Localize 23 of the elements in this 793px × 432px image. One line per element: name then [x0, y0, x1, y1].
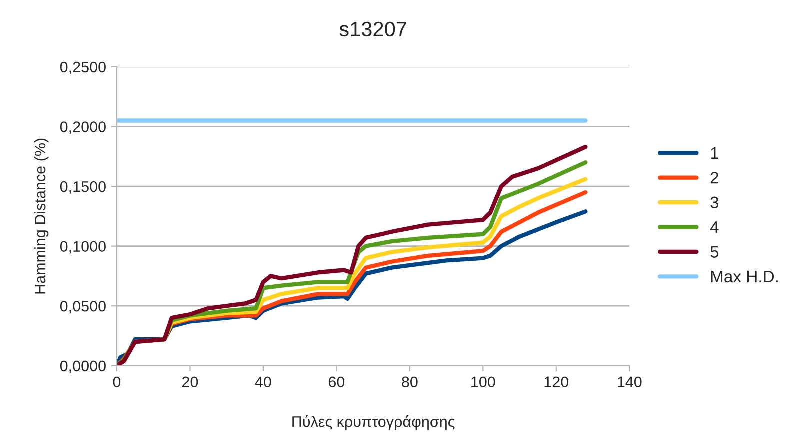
- x-tick-label: 20: [182, 376, 198, 388]
- legend-label: 5: [710, 246, 719, 258]
- x-tick-label: 120: [544, 376, 569, 388]
- y-tick-label: 0,1500: [60, 181, 106, 194]
- legend-label: 2: [710, 172, 718, 184]
- chart-title: s13207: [340, 22, 406, 37]
- x-tick-label: 100: [472, 376, 496, 388]
- y-tick-label: 0,0500: [60, 300, 106, 314]
- legend-label: Max H.D.: [711, 271, 778, 283]
- x-tick-label: 40: [255, 376, 272, 388]
- y-tick-label: 0,2000: [60, 122, 106, 134]
- y-tick-label: 0,1000: [60, 241, 106, 254]
- x-tick-label: 140: [618, 376, 642, 388]
- y-axis-title: Hamming Distance (%): [34, 138, 49, 294]
- x-tick-label: 60: [328, 376, 345, 388]
- y-tick-label: 0,2500: [60, 62, 106, 74]
- y-tick-label: 0,0000: [60, 360, 106, 374]
- x-axis-title: Πύλες κρυπτογράφησης: [292, 416, 455, 430]
- legend-label: 3: [710, 196, 719, 209]
- x-tick-label: 80: [402, 376, 418, 388]
- legend-label: 1: [711, 148, 718, 159]
- x-tick-label: 0: [113, 376, 121, 388]
- legend-label: 4: [710, 222, 719, 234]
